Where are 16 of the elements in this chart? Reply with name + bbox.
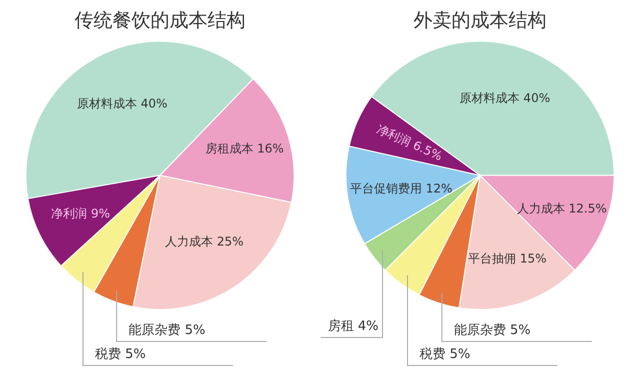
slice-label: 人力成本 25% — [165, 234, 244, 249]
slice-label: 税费 5% — [95, 346, 146, 362]
slice-label: 原材料成本 40% — [460, 91, 550, 106]
slice-label: 净利润 9% — [51, 206, 110, 221]
slice-label: 能原杂费 5% — [454, 322, 531, 338]
slice-label: 房租 4% — [328, 318, 379, 334]
slice-label: 平台促销费用 12% — [350, 181, 452, 196]
chart-title: 外卖的成本结构 — [414, 9, 546, 32]
chart-title: 传统餐饮的成本结构 — [74, 9, 246, 32]
slice-label: 原材料成本 40% — [76, 96, 168, 110]
slice-label: 平台抽佣 15% — [468, 252, 547, 266]
slice-label: 人力成本 12.5% — [516, 201, 607, 216]
slice-label: 净利润 6.5% — [374, 122, 444, 164]
slice-label: 能原杂费 5% — [128, 322, 206, 338]
slice-label: 税费 5% — [419, 346, 470, 362]
slice-label: 房租成本 16% — [205, 141, 284, 156]
